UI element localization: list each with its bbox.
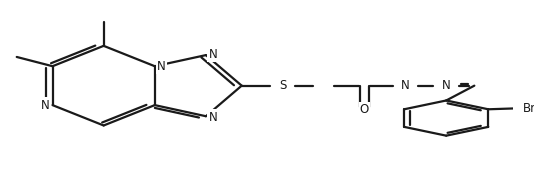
Text: S: S [279, 79, 286, 92]
Text: H: H [402, 78, 409, 88]
Text: N: N [442, 79, 451, 92]
Text: N: N [208, 48, 217, 61]
Text: Br: Br [523, 102, 534, 115]
Text: N: N [41, 99, 50, 112]
Text: N: N [208, 111, 217, 124]
Text: N: N [158, 60, 166, 73]
Text: O: O [360, 103, 369, 116]
Text: N: N [401, 79, 410, 92]
